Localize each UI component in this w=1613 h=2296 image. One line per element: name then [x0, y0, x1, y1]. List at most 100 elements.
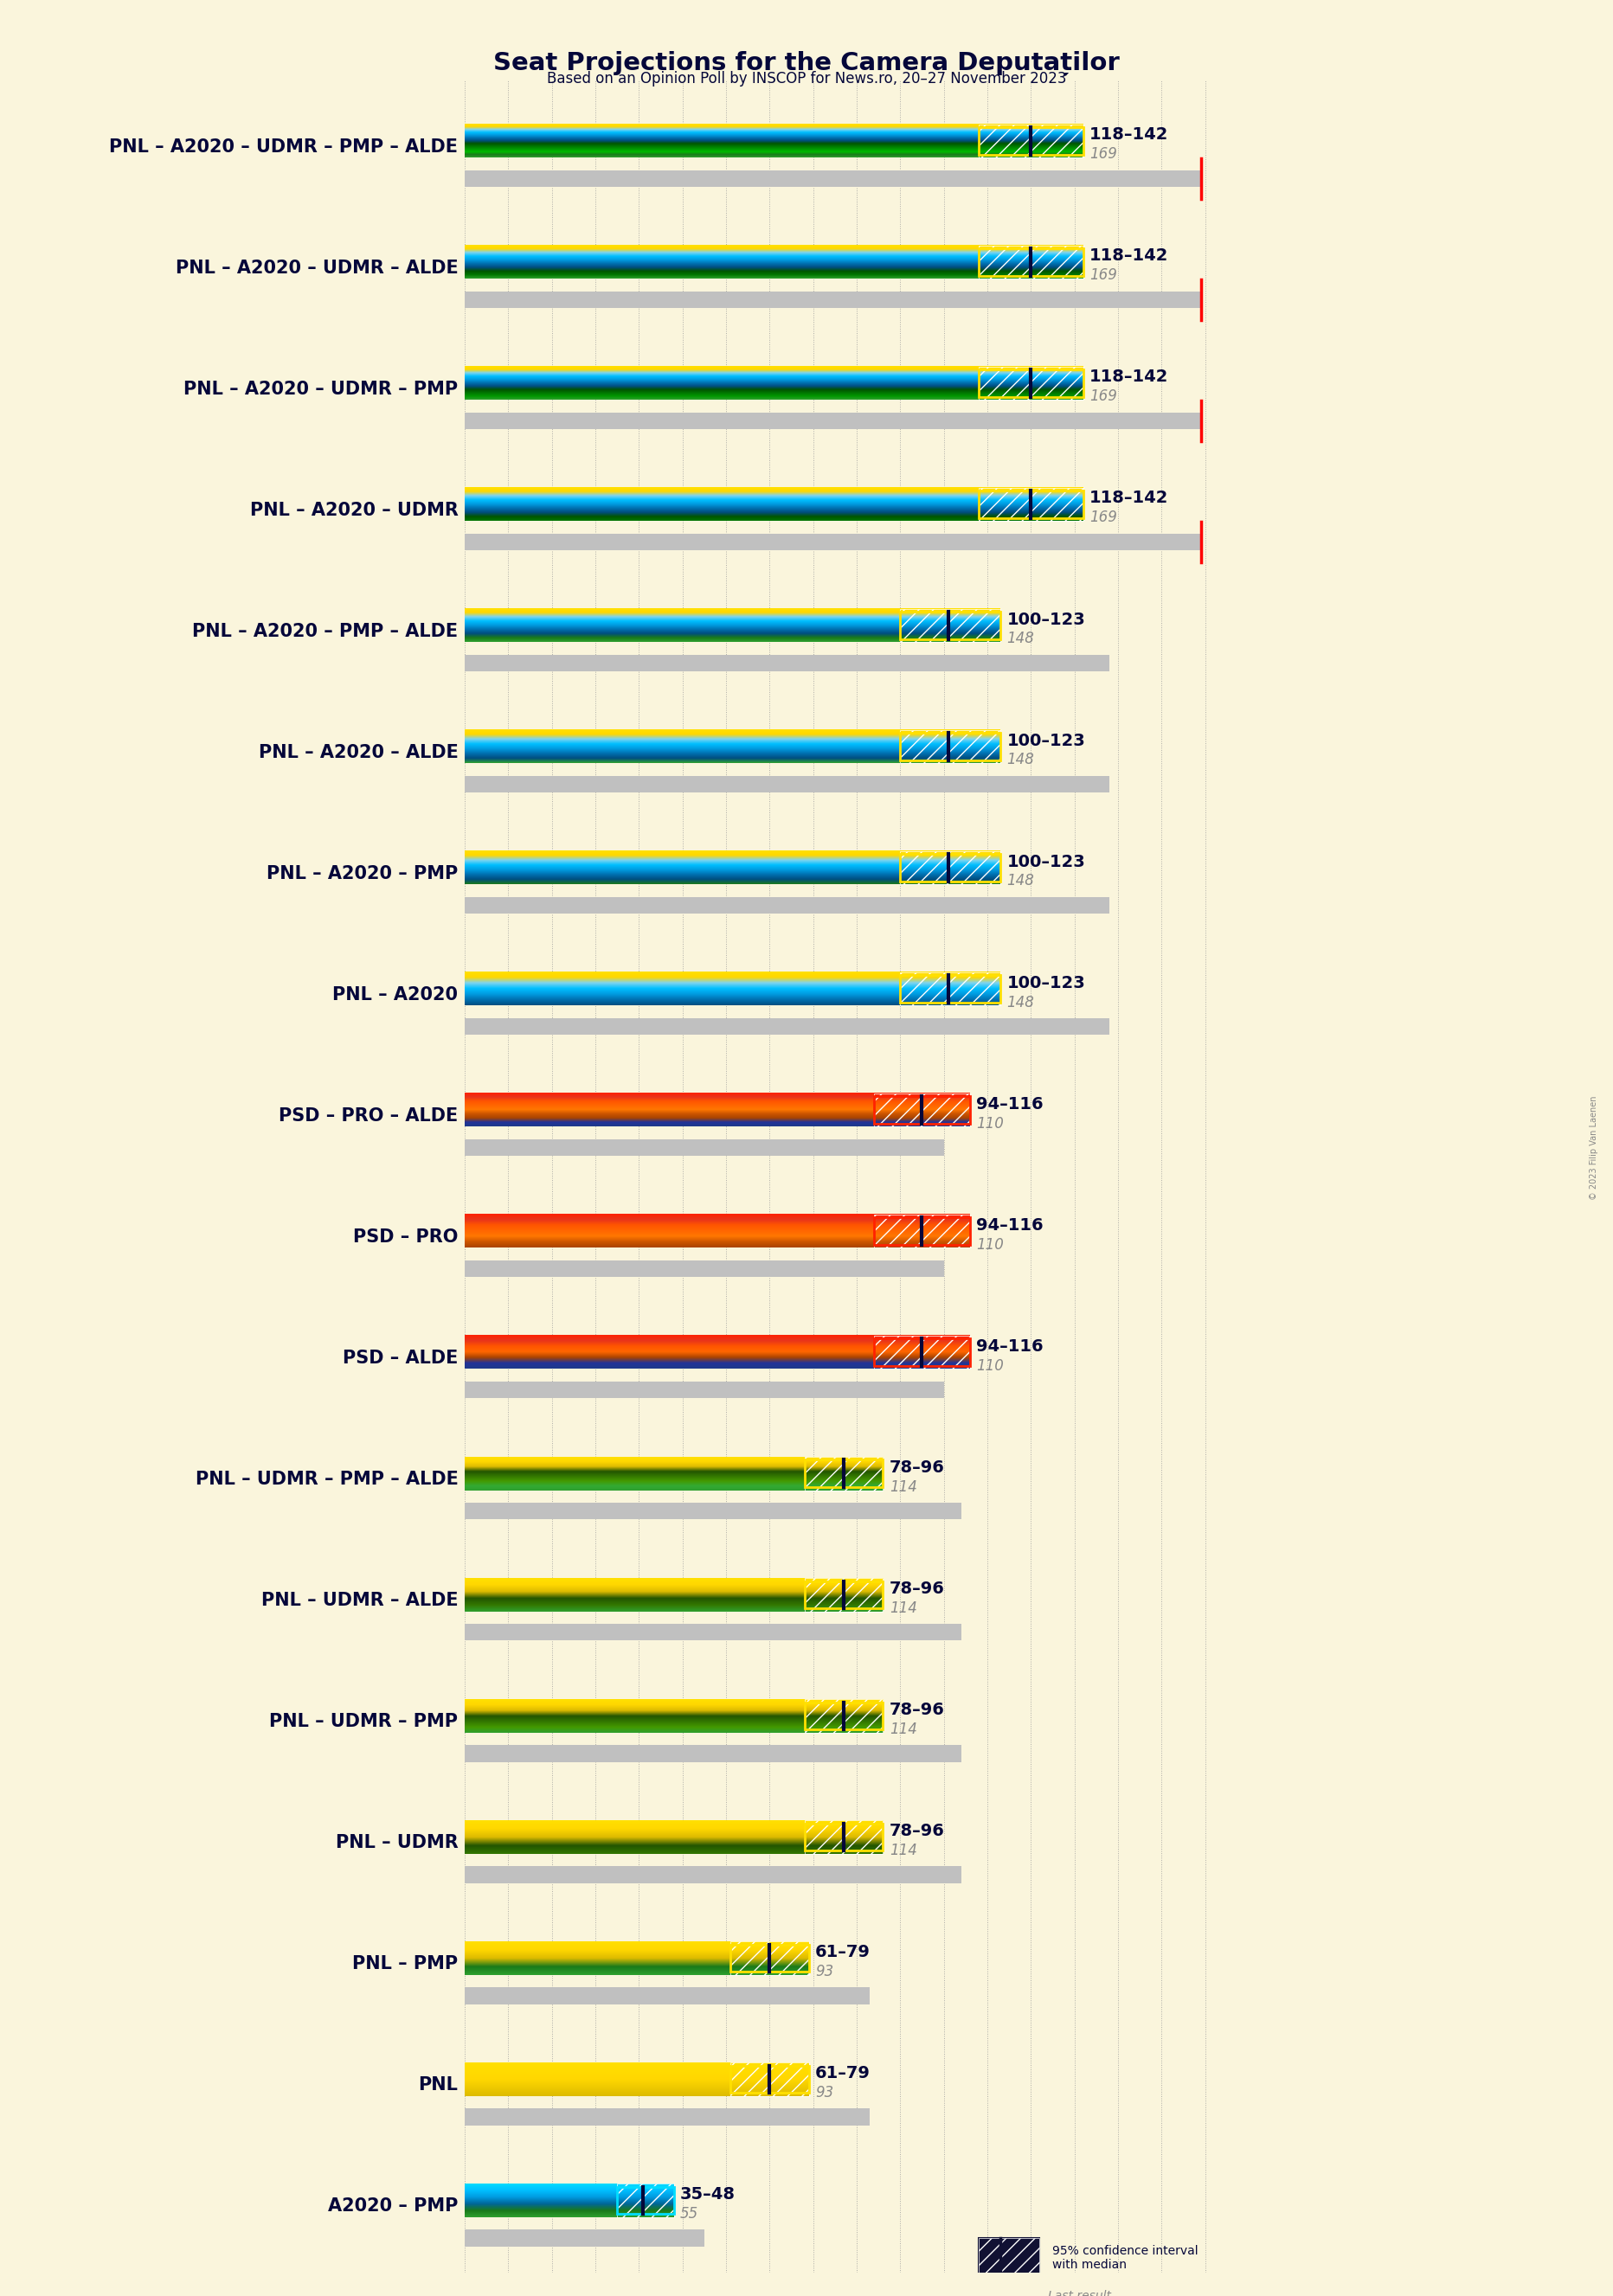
- Text: PSD – ALDE: PSD – ALDE: [342, 1350, 458, 1366]
- Text: 95% confidence interval
with median: 95% confidence interval with median: [1053, 2245, 1198, 2271]
- Bar: [805, 1460, 882, 1488]
- Text: PNL – A2020 – PMP – ALDE: PNL – A2020 – PMP – ALDE: [192, 622, 458, 641]
- Bar: [900, 854, 1000, 882]
- Text: 118–142: 118–142: [1090, 126, 1169, 142]
- Text: PSD – PRO – ALDE: PSD – PRO – ALDE: [279, 1107, 458, 1125]
- Bar: [874, 1339, 969, 1366]
- Bar: [731, 1942, 808, 1975]
- Bar: [465, 1261, 944, 1277]
- Text: © 2023 Filip Van Laenen: © 2023 Filip Van Laenen: [1589, 1095, 1598, 1201]
- Text: PNL – UDMR – ALDE: PNL – UDMR – ALDE: [261, 1591, 458, 1609]
- Bar: [805, 1582, 882, 1607]
- Text: 114: 114: [889, 1600, 916, 1616]
- Text: PNL – UDMR: PNL – UDMR: [336, 1835, 458, 1851]
- Text: PNL – A2020 – PMP: PNL – A2020 – PMP: [266, 866, 458, 882]
- Text: 169: 169: [1090, 388, 1118, 404]
- Bar: [979, 491, 1084, 519]
- Text: 169: 169: [1090, 510, 1118, 526]
- Bar: [979, 126, 1084, 154]
- Bar: [618, 2183, 674, 2218]
- Text: 94–116: 94–116: [976, 1339, 1044, 1355]
- Bar: [465, 533, 1200, 551]
- Text: 94–116: 94–116: [976, 1095, 1044, 1111]
- Text: 78–96: 78–96: [889, 1823, 945, 1839]
- Text: Seat Projections for the Camera Deputaților: Seat Projections for the Camera Deputați…: [494, 51, 1119, 76]
- Bar: [465, 1017, 1110, 1035]
- Text: 93: 93: [815, 1963, 834, 1979]
- Text: 110: 110: [976, 1238, 1003, 1251]
- Bar: [465, 1502, 961, 1520]
- Bar: [465, 1745, 961, 1761]
- Bar: [979, 246, 1084, 278]
- Text: PNL – PMP: PNL – PMP: [353, 1956, 458, 1972]
- Text: PNL – A2020: PNL – A2020: [332, 987, 458, 1003]
- Bar: [465, 898, 1110, 914]
- Bar: [805, 1458, 882, 1490]
- Text: 78–96: 78–96: [889, 1580, 945, 1596]
- Bar: [465, 654, 1110, 670]
- Text: 100–123: 100–123: [1007, 611, 1086, 627]
- Bar: [900, 971, 1000, 1006]
- Text: 118–142: 118–142: [1090, 370, 1169, 386]
- Text: Last result: Last result: [1048, 2289, 1111, 2296]
- Bar: [731, 2062, 808, 2096]
- Text: 93: 93: [815, 2085, 834, 2101]
- Bar: [900, 732, 1000, 760]
- Text: PNL – A2020 – ALDE: PNL – A2020 – ALDE: [258, 744, 458, 762]
- Bar: [618, 2186, 674, 2213]
- Bar: [731, 1945, 808, 1972]
- Text: 148: 148: [1007, 872, 1034, 889]
- Text: 169: 169: [1090, 269, 1118, 282]
- Text: PNL – UDMR – PMP – ALDE: PNL – UDMR – PMP – ALDE: [195, 1472, 458, 1488]
- Bar: [465, 776, 1110, 792]
- Text: PNL – A2020 – UDMR – ALDE: PNL – A2020 – UDMR – ALDE: [176, 259, 458, 278]
- Bar: [979, 370, 1084, 397]
- Bar: [874, 1336, 969, 1368]
- Text: 94–116: 94–116: [976, 1217, 1044, 1233]
- Bar: [465, 1623, 961, 1642]
- Text: PNL – A2020 – UDMR – PMP: PNL – A2020 – UDMR – PMP: [184, 381, 458, 397]
- Bar: [979, 487, 1084, 521]
- Text: 169: 169: [1090, 147, 1118, 163]
- Bar: [465, 1139, 944, 1157]
- Bar: [465, 2229, 705, 2245]
- Text: A2020 – PMP: A2020 – PMP: [327, 2197, 458, 2216]
- Bar: [979, 2239, 1040, 2280]
- Bar: [874, 1097, 969, 1123]
- Text: 148: 148: [1007, 631, 1034, 647]
- Bar: [900, 976, 1000, 1003]
- Text: 110: 110: [976, 1116, 1003, 1132]
- Bar: [465, 2108, 869, 2126]
- Bar: [874, 1215, 969, 1247]
- Bar: [465, 1986, 869, 2004]
- Text: 114: 114: [889, 1479, 916, 1495]
- Text: 61–79: 61–79: [815, 1945, 871, 1961]
- Text: 148: 148: [1007, 994, 1034, 1010]
- Text: PNL: PNL: [418, 2076, 458, 2094]
- Text: 55: 55: [681, 2206, 698, 2223]
- Bar: [979, 2239, 1040, 2280]
- Bar: [465, 1382, 944, 1398]
- Text: 100–123: 100–123: [1007, 732, 1086, 748]
- Text: 61–79: 61–79: [815, 2064, 871, 2082]
- Bar: [900, 852, 1000, 884]
- Text: PNL – A2020 – UDMR – PMP – ALDE: PNL – A2020 – UDMR – PMP – ALDE: [110, 138, 458, 156]
- Bar: [979, 367, 1084, 400]
- Bar: [805, 1821, 882, 1853]
- Bar: [979, 124, 1084, 158]
- Bar: [805, 1699, 882, 1733]
- Bar: [979, 2287, 1040, 2296]
- Text: PNL – UDMR – PMP: PNL – UDMR – PMP: [269, 1713, 458, 1731]
- Bar: [805, 1701, 882, 1729]
- Text: 148: 148: [1007, 753, 1034, 767]
- Text: 100–123: 100–123: [1007, 854, 1086, 870]
- Text: 114: 114: [889, 1841, 916, 1857]
- Bar: [731, 2066, 808, 2094]
- Text: 118–142: 118–142: [1090, 248, 1169, 264]
- Bar: [979, 248, 1084, 276]
- Text: PSD – PRO: PSD – PRO: [353, 1228, 458, 1247]
- Text: 35–48: 35–48: [681, 2186, 736, 2202]
- Bar: [900, 611, 1000, 638]
- Text: 110: 110: [976, 1357, 1003, 1373]
- Text: 100–123: 100–123: [1007, 976, 1086, 992]
